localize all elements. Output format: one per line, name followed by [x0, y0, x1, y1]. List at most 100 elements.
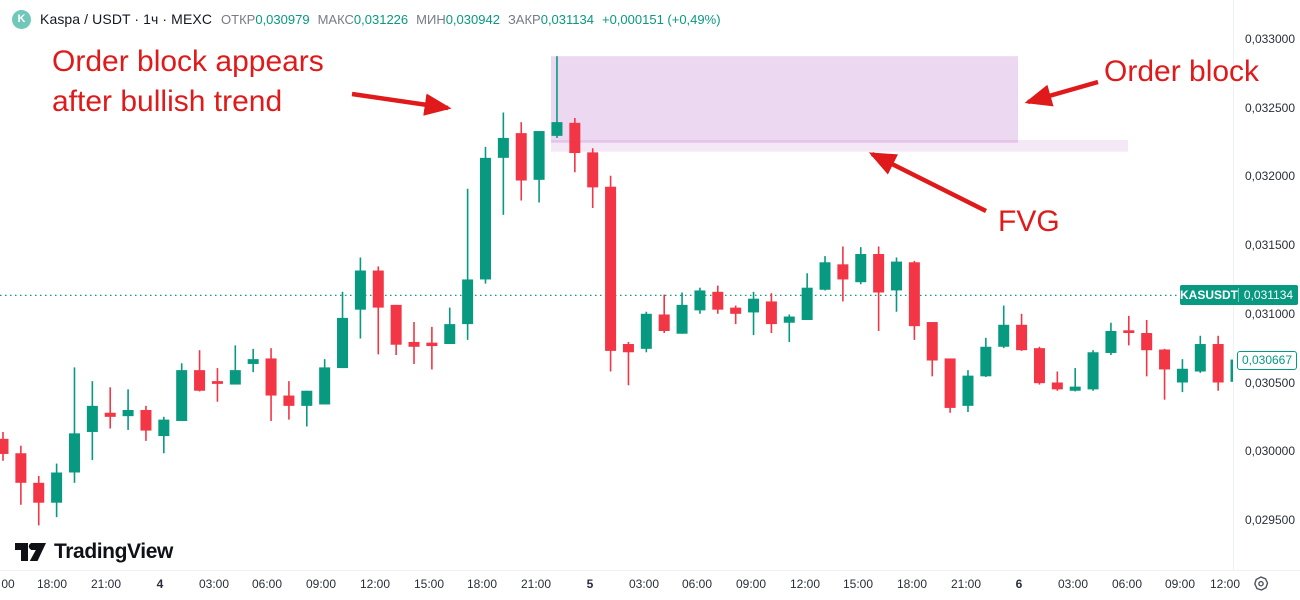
price-tick: 0,030000: [1244, 444, 1295, 459]
note-line-2: after bullish trend: [52, 85, 283, 118]
candle-down: [104, 412, 116, 417]
candle-down: [283, 395, 295, 406]
tradingview-logo[interactable]: TradingView: [14, 540, 173, 564]
candle-up: [354, 270, 366, 310]
candle-up: [891, 261, 902, 291]
candle-up: [694, 290, 706, 311]
candle-down: [140, 409, 152, 431]
candle-down: [908, 262, 920, 327]
candle-up: [980, 346, 992, 377]
candle-down: [390, 304, 402, 345]
note-line-1: Order block appears: [52, 45, 324, 78]
last-close-label: 0,030667: [1237, 350, 1297, 370]
candle-up: [462, 279, 474, 325]
candle-down: [426, 342, 438, 347]
last-price-badge: KASUSDT 0,031134: [1180, 285, 1298, 306]
time-tick: 09:00: [305, 577, 337, 591]
candle-up: [801, 287, 813, 320]
candle-up: [337, 317, 349, 369]
candle-down: [15, 453, 27, 483]
tradingview-mark-icon: [15, 543, 46, 561]
candle-down: [605, 186, 617, 351]
time-tick: 21:00: [520, 577, 552, 591]
close-field: ЗАКР0,031134: [507, 11, 594, 27]
candle-up: [855, 254, 867, 283]
candle-down: [1033, 348, 1045, 384]
candle-down: [372, 270, 384, 308]
candle-down: [569, 122, 581, 154]
candle-up: [247, 359, 259, 364]
price-tick: 0,032000: [1244, 169, 1295, 184]
candle-down: [1159, 349, 1171, 370]
order-block-zone: [551, 56, 1018, 143]
candle-up: [158, 419, 170, 437]
candle-up: [748, 298, 760, 313]
price-tick: 0,030500: [1244, 375, 1295, 390]
open-field: ОТКР0,030979: [221, 11, 310, 27]
price-tick: 0,032500: [1244, 100, 1295, 115]
time-tick: 21:00: [90, 577, 122, 591]
time-tick: 12:00: [359, 577, 391, 591]
axis-settings-gear-icon[interactable]: [1252, 575, 1270, 598]
candle-up: [176, 370, 188, 421]
time-tick: 12:00: [789, 577, 821, 591]
candle-down: [1051, 382, 1063, 390]
candle-up: [819, 262, 831, 290]
badge-price: 0,031134: [1243, 288, 1294, 303]
price-tick: 0,031000: [1244, 306, 1295, 321]
candle-down: [873, 254, 885, 293]
candle-up: [86, 405, 98, 432]
candle-down: [1141, 333, 1153, 351]
time-tick: 18:00: [466, 577, 498, 591]
time-tick: 12:00: [1209, 577, 1241, 591]
candle-down: [211, 381, 223, 384]
candle-down: [658, 314, 670, 331]
candle-up: [783, 316, 795, 323]
time-tick: 00: [1, 577, 15, 591]
time-tick-day: 6: [1015, 577, 1023, 591]
candle-up: [122, 409, 134, 417]
time-tick: 03:00: [628, 577, 660, 591]
time-tick: 21:00: [950, 577, 982, 591]
order-block-note[interactable]: Order block appears after bullish trend: [52, 42, 324, 122]
candle-up: [51, 472, 63, 503]
candle-up: [479, 157, 491, 280]
symbol-title[interactable]: Kaspa / USDT · 1ч · MEXC: [40, 11, 213, 27]
time-tick: 03:00: [1057, 577, 1089, 591]
candle-up: [998, 324, 1010, 347]
candle-down: [926, 322, 938, 361]
time-tick-day: 5: [586, 577, 594, 591]
time-tick: 06:00: [1111, 577, 1143, 591]
time-tick: 03:00: [198, 577, 230, 591]
candle-down: [0, 438, 9, 454]
order-block-callout[interactable]: Order block: [1104, 55, 1260, 88]
badge-symbol: KASUSDT: [1180, 288, 1239, 303]
candle-down: [1212, 344, 1224, 383]
candle-up: [676, 304, 688, 334]
candle-up: [68, 433, 80, 473]
candle-down: [1016, 324, 1028, 351]
fvg-callout[interactable]: FVG: [998, 205, 1060, 238]
fvg-zone: [551, 139, 1128, 152]
time-tick: 06:00: [681, 577, 713, 591]
candle-up: [1230, 359, 1233, 382]
candle-up: [497, 137, 509, 158]
candle-down: [765, 301, 777, 325]
change-value: +0,000151 (+0,49%): [601, 11, 721, 27]
candle-down: [730, 307, 742, 314]
tradingview-wordmark: TradingView: [54, 540, 173, 563]
time-axis[interactable]: 00 18:00 21:00 4 03:00 06:00 09:00 12:00 15:00 18…: [0, 570, 1300, 600]
candle-down: [587, 152, 599, 188]
candle-down: [408, 341, 420, 347]
candlestick-plot[interactable]: [0, 0, 1233, 570]
high-field: МАКС0,031226: [317, 11, 409, 27]
price-tick: 0,031500: [1244, 238, 1295, 253]
candle-down: [265, 358, 277, 396]
low-field: МИН0,030942: [416, 11, 500, 27]
time-tick: 15:00: [413, 577, 445, 591]
candle-up: [444, 324, 456, 345]
symbol-header[interactable]: K Kaspa / USDT · 1ч · MEXC ОТКР0,030979 …: [12, 8, 721, 30]
price-axis[interactable]: 0,033000 0,032500 0,032000 0,031500 0,031000…: [1233, 0, 1300, 570]
candle-down: [712, 291, 724, 310]
